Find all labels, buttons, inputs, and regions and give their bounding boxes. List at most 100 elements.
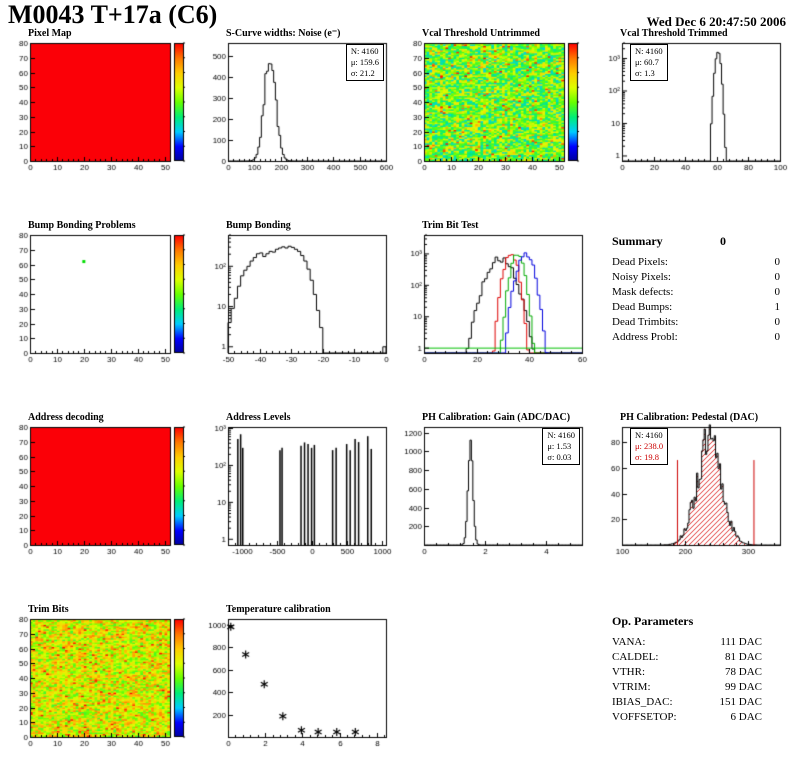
stats-line: σ: 19.8 xyxy=(635,452,659,463)
stats-line: μ: 159.6 xyxy=(350,57,379,68)
bump-problems-canvas xyxy=(4,231,196,367)
op-parameters-block: Op. Parameters VANA: 111 DAC CALDEL: 81 DAC… xyxy=(612,614,762,725)
plot-vcal-untrimmed: Vcal Threshold Untrimmed xyxy=(398,28,590,178)
plot-temperature-calibration: Temperature calibration xyxy=(202,604,394,754)
param-value: 6 DAC xyxy=(730,711,762,723)
stats-line: σ: 0.03 xyxy=(547,452,572,463)
address-decoding-canvas xyxy=(4,423,196,559)
temperature-calibration-canvas xyxy=(202,615,394,751)
param-label: VTHR: xyxy=(612,666,645,678)
param-label: CALDEL: xyxy=(612,651,659,663)
param-value: 81 DAC xyxy=(725,651,762,663)
param-value: 0 xyxy=(774,256,781,268)
summary-heading-value: 0 xyxy=(720,234,726,248)
param-row: VTHR: 78 DAC xyxy=(612,665,762,680)
summary-heading-label: Summary xyxy=(612,234,663,248)
param-value: 151 DAC xyxy=(719,696,762,708)
param-row: Dead Bumps: 1 xyxy=(612,300,780,315)
plot-title: PH Calibration: Gain (ADC/DAC) xyxy=(422,412,571,423)
param-label: VANA: xyxy=(612,636,646,648)
address-levels-canvas xyxy=(202,423,394,559)
param-row: Address Probl: 0 xyxy=(612,330,780,345)
plot-bump-bonding: Bump Bonding xyxy=(202,220,394,370)
plot-title: Pixel Map xyxy=(28,28,72,39)
param-label: VOFFSETOP: xyxy=(612,711,677,723)
param-value: 0 xyxy=(774,316,781,328)
stats-line: μ: 60.7 xyxy=(635,57,659,68)
param-value: 111 DAC xyxy=(720,636,762,648)
vcal-untrimmed-canvas xyxy=(398,39,590,175)
plot-title: Bump Bonding xyxy=(226,220,291,231)
plot-scurve-noise: S-Curve widths: Noise (e⁻) N: 4160 μ: 159… xyxy=(202,28,394,178)
stats-line: σ: 21.2 xyxy=(350,68,375,79)
plot-title: Vcal Threshold Untrimmed xyxy=(422,28,540,39)
summary-heading: Summary 0 xyxy=(612,234,780,249)
plot-ph-pedestal: PH Calibration: Pedestal (DAC) N: 4160 μ:… xyxy=(596,412,788,562)
param-row: Noisy Pixels: 0 xyxy=(612,270,780,285)
plot-pixel-map: Pixel Map xyxy=(4,28,196,178)
ph-pedestal-canvas xyxy=(596,423,788,559)
param-value: 1 xyxy=(774,301,781,313)
bump-bonding-canvas xyxy=(202,231,394,367)
trim-bit-test-canvas xyxy=(398,231,590,367)
stats-line: μ: 238.0 xyxy=(635,441,664,452)
param-row: VOFFSETOP: 6 DAC xyxy=(612,710,762,725)
param-label: Noisy Pixels: xyxy=(612,271,671,283)
page-title: M0043 T+17a (C6) xyxy=(8,0,218,29)
param-label: Dead Trimbits: xyxy=(612,316,679,328)
plot-title: Address Levels xyxy=(226,412,291,423)
plot-title: S-Curve widths: Noise (e⁻) xyxy=(226,28,341,39)
stats-line: N: 4160 xyxy=(350,46,379,56)
plot-title: Bump Bonding Problems xyxy=(28,220,136,231)
stats-box: N: 4160 μ: 238.0 σ: 19.8 xyxy=(630,428,669,466)
param-label: Dead Bumps: xyxy=(612,301,673,313)
plot-title: Vcal Threshold Trimmed xyxy=(620,28,728,39)
param-value: 0 xyxy=(774,271,781,283)
plot-trim-bits: Trim Bits xyxy=(4,604,196,754)
param-label: IBIAS_DAC: xyxy=(612,696,673,708)
stats-box: N: 4160 μ: 1.53 σ: 0.03 xyxy=(542,428,580,466)
stats-line: N: 4160 xyxy=(547,430,575,440)
param-value: 0 xyxy=(774,331,781,343)
plot-vcal-trimmed: Vcal Threshold Trimmed N: 4160 μ: 60.7 σ: … xyxy=(596,28,788,178)
param-value: 99 DAC xyxy=(725,681,762,693)
stats-line: μ: 1.53 xyxy=(547,441,572,452)
param-value: 78 DAC xyxy=(725,666,762,678)
param-row: CALDEL: 81 DAC xyxy=(612,650,762,665)
param-row: Dead Trimbits: 0 xyxy=(612,315,780,330)
param-row: IBIAS_DAC: 151 DAC xyxy=(612,695,762,710)
param-row: Mask defects: 0 xyxy=(612,285,780,300)
stats-line: N: 4160 xyxy=(635,430,663,440)
op-parameters-rows: VANA: 111 DAC CALDEL: 81 DAC VTHR: 78 DAC VTRI… xyxy=(612,635,762,725)
plot-title: Trim Bit Test xyxy=(422,220,479,231)
summary-block: Summary 0 Dead Pixels: 0 Noisy Pixels: 0 Mas… xyxy=(612,234,780,345)
param-label: Mask defects: xyxy=(612,286,674,298)
vcal-trimmed-canvas xyxy=(596,39,788,175)
param-label: VTRIM: xyxy=(612,681,651,693)
param-label: Address Probl: xyxy=(612,331,678,343)
stats-box: N: 4160 μ: 159.6 σ: 21.2 xyxy=(345,44,384,82)
plot-title: Trim Bits xyxy=(28,604,69,615)
op-parameters-heading: Op. Parameters xyxy=(612,614,694,628)
timestamp: Wed Dec 6 20:47:50 2006 xyxy=(646,14,786,29)
plot-address-decoding: Address decoding xyxy=(4,412,196,562)
plot-title: Temperature calibration xyxy=(226,604,331,615)
param-label: Dead Pixels: xyxy=(612,256,668,268)
stats-line: N: 4160 xyxy=(635,46,663,56)
param-row: VTRIM: 99 DAC xyxy=(612,680,762,695)
plot-bump-problems: Bump Bonding Problems xyxy=(4,220,196,370)
trim-bits-canvas xyxy=(4,615,196,751)
plot-trim-bit-test: Trim Bit Test xyxy=(398,220,590,370)
plot-address-levels: Address Levels xyxy=(202,412,394,562)
pixel-map-canvas xyxy=(4,39,196,175)
stats-line: σ: 1.3 xyxy=(635,68,655,79)
summary-rows: Dead Pixels: 0 Noisy Pixels: 0 Mask defects:… xyxy=(612,255,780,345)
param-row: Dead Pixels: 0 xyxy=(612,255,780,270)
stats-box: N: 4160 μ: 60.7 σ: 1.3 xyxy=(630,44,668,82)
param-row: VANA: 111 DAC xyxy=(612,635,762,650)
plot-title: PH Calibration: Pedestal (DAC) xyxy=(620,412,759,423)
plot-title: Address decoding xyxy=(28,412,104,423)
plot-ph-gain: PH Calibration: Gain (ADC/DAC) N: 4160 μ:… xyxy=(398,412,590,562)
param-value: 0 xyxy=(774,286,781,298)
